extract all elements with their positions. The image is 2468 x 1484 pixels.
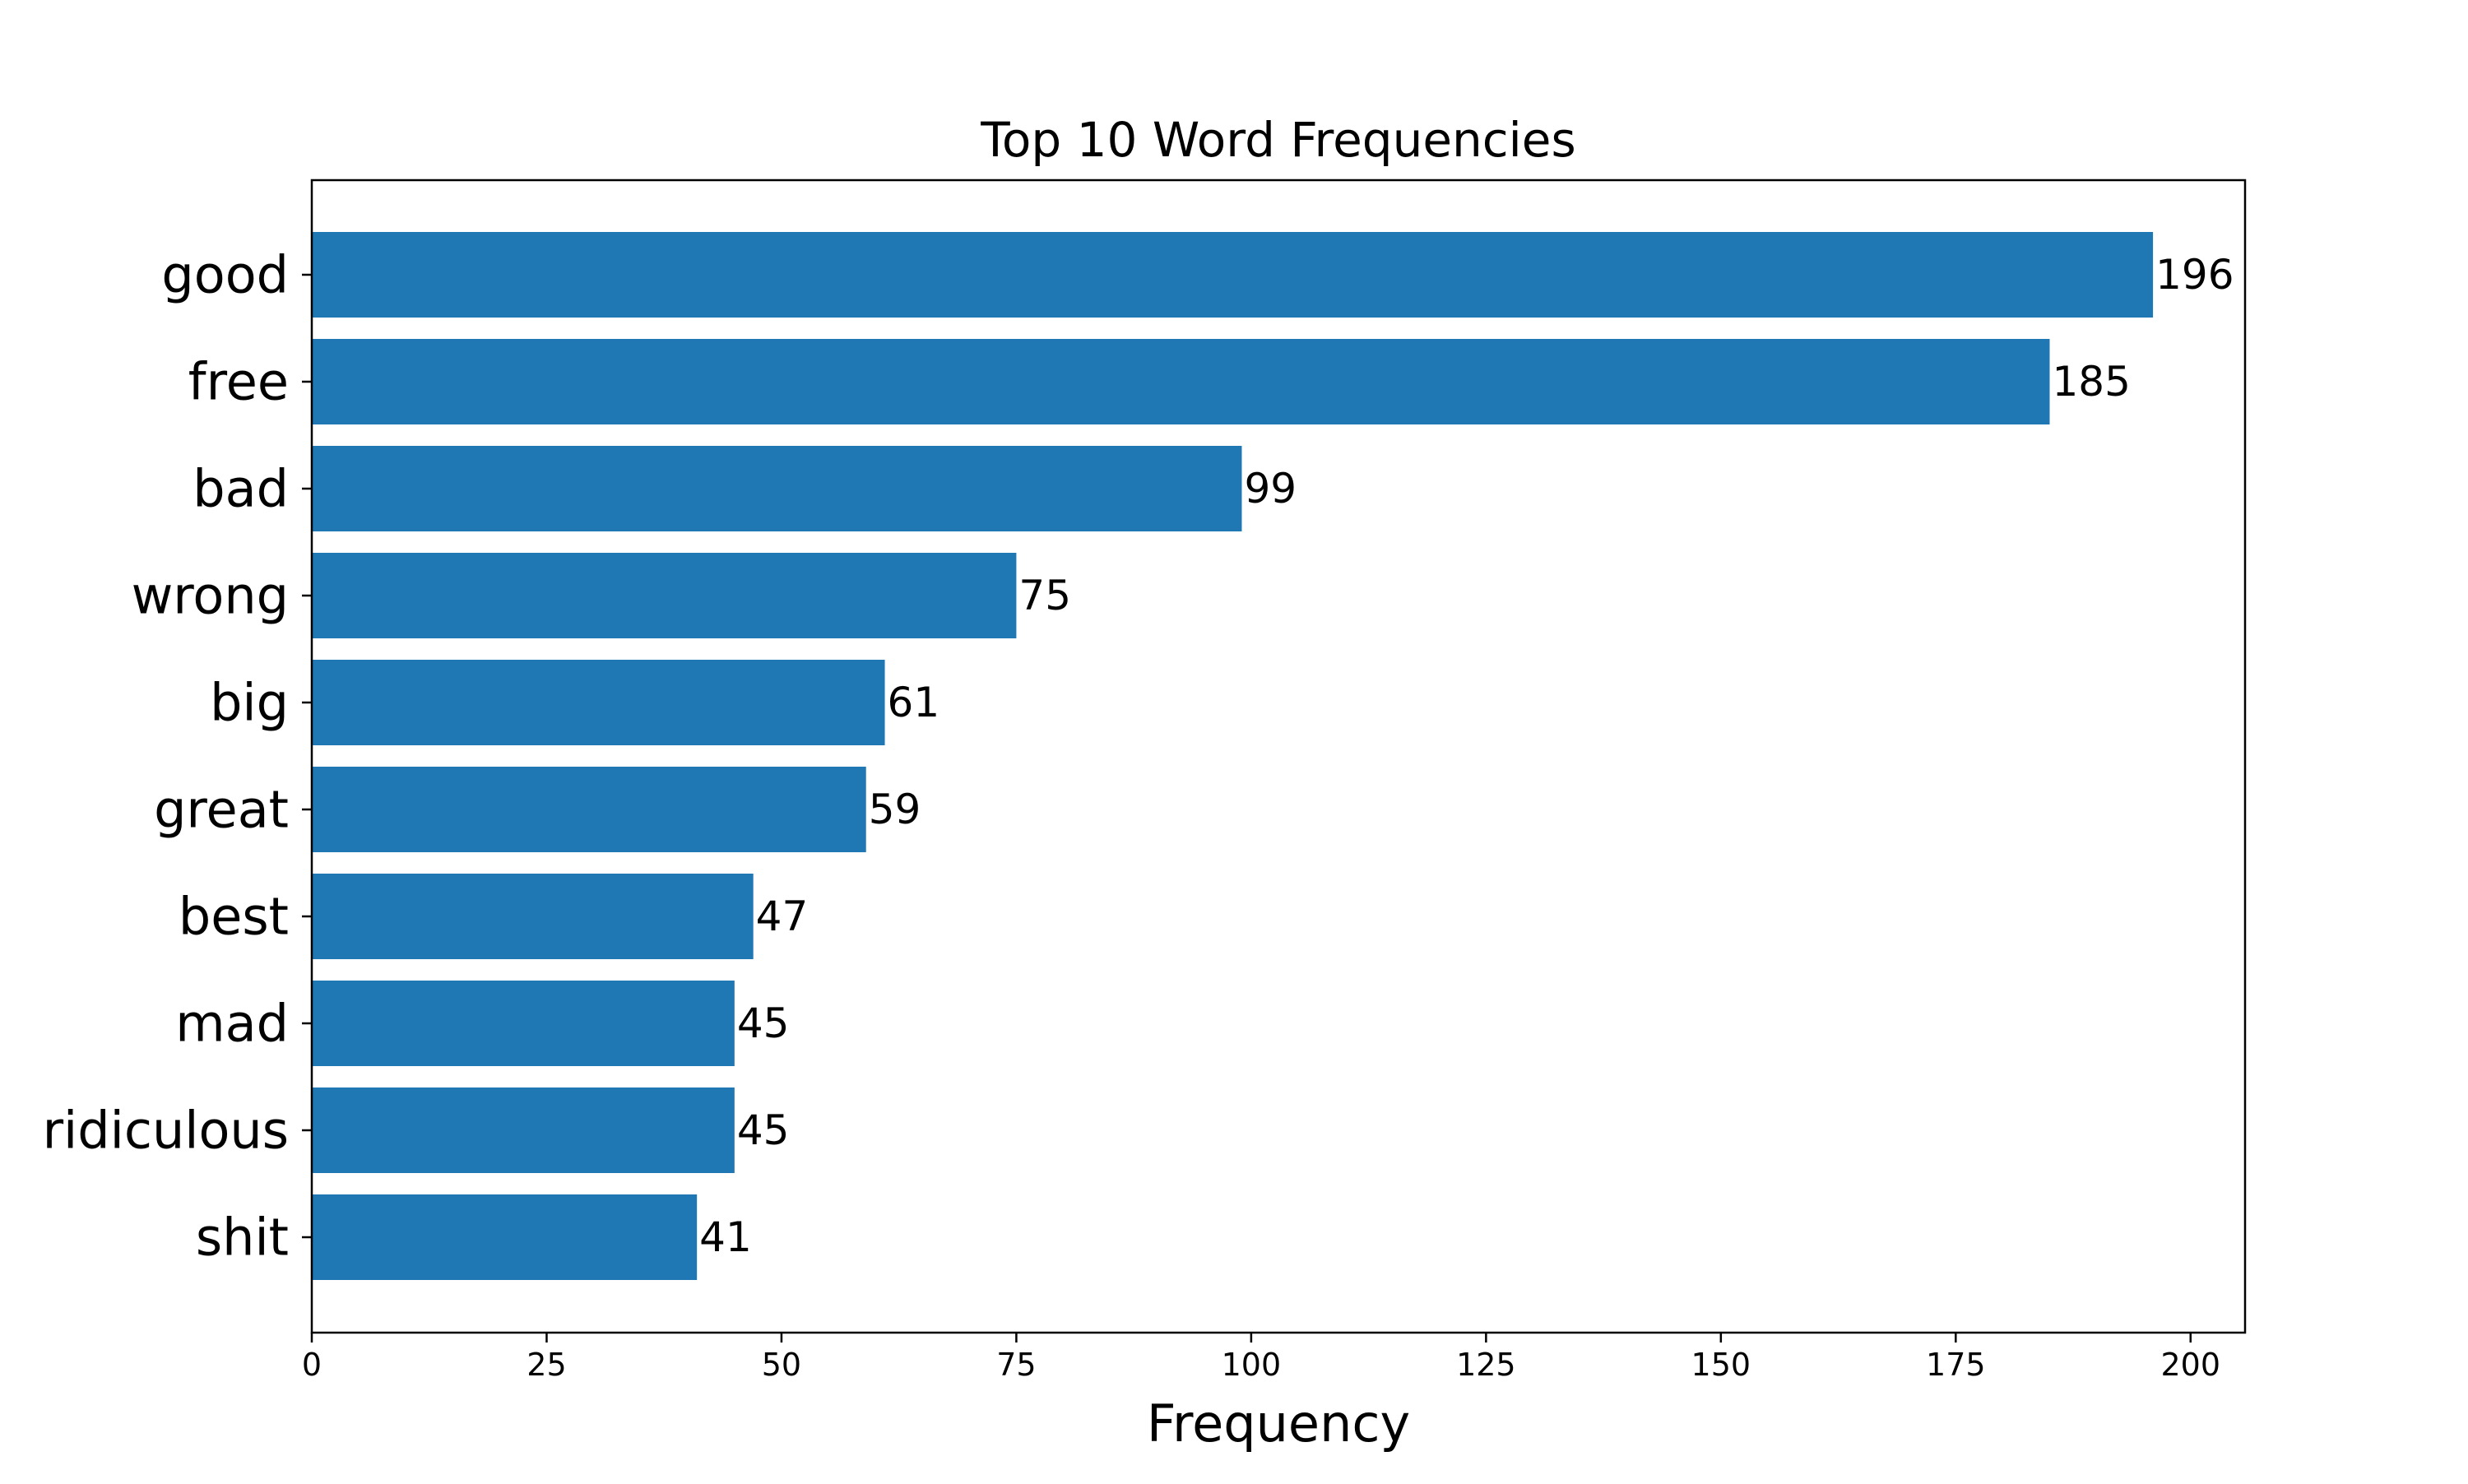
value-label-great: 59 — [869, 786, 921, 833]
value-labels-layer: 196 185 99 75 61 59 47 45 45 41 — [699, 251, 2234, 1261]
x-tick-label: 100 — [1222, 1347, 1282, 1383]
category-label-wrong: wrong — [132, 566, 289, 626]
bars-layer — [312, 232, 2154, 1280]
bar-big — [312, 660, 885, 745]
category-label-great: great — [154, 780, 289, 840]
x-axis: 0 25 50 75 100 125 150 175 200 — [302, 1333, 2220, 1383]
category-label-mad: mad — [175, 994, 289, 1054]
bar-wrong — [312, 553, 1017, 638]
chart-title: Top 10 Word Frequencies — [980, 112, 1575, 168]
plot-area-frame — [310, 179, 2247, 1334]
value-label-free: 185 — [2052, 358, 2130, 406]
category-label-big: big — [210, 673, 289, 733]
category-label-good: good — [161, 245, 289, 305]
bar-mad — [312, 981, 735, 1066]
category-label-best: best — [179, 887, 289, 947]
bar-good — [312, 232, 2154, 318]
x-tick-label: 0 — [302, 1347, 322, 1383]
bar-shit — [312, 1194, 698, 1280]
value-label-ridiculous: 45 — [737, 1106, 790, 1154]
bar-bad — [312, 446, 1242, 531]
x-tick-label: 200 — [2161, 1347, 2221, 1383]
category-label-free: free — [188, 352, 289, 412]
category-label-ridiculous: ridiculous — [43, 1101, 289, 1161]
bar-free — [312, 339, 2050, 424]
x-tick-label: 25 — [527, 1347, 566, 1383]
y-axis: good free bad wrong big great best mad ridiculou… — [43, 245, 312, 1268]
x-tick-label: 150 — [1691, 1347, 1751, 1383]
x-tick-label: 125 — [1456, 1347, 1516, 1383]
x-axis-label: Frequency — [1147, 1394, 1410, 1454]
category-label-bad: bad — [193, 459, 289, 519]
value-label-bad: 99 — [1244, 465, 1297, 512]
value-label-best: 47 — [756, 893, 809, 940]
bar-best — [312, 874, 754, 959]
x-tick-label: 50 — [762, 1347, 801, 1383]
x-tick-label: 75 — [996, 1347, 1036, 1383]
bar-great — [312, 767, 866, 852]
category-label-shit: shit — [196, 1208, 289, 1268]
bar-ridiculous — [312, 1087, 735, 1173]
value-label-shit: 41 — [699, 1213, 752, 1261]
value-label-good: 196 — [2155, 251, 2234, 299]
x-tick-label: 175 — [1926, 1347, 1986, 1383]
value-label-mad: 45 — [737, 999, 790, 1047]
value-label-wrong: 75 — [1018, 572, 1071, 619]
value-label-big: 61 — [888, 679, 940, 726]
